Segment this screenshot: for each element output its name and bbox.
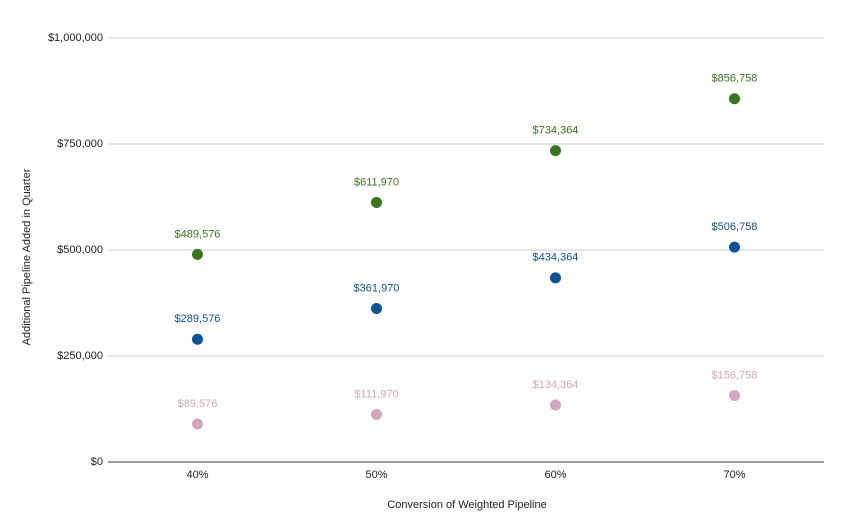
x-tick-label: 50% xyxy=(365,469,387,481)
data-point xyxy=(371,409,382,421)
data-point xyxy=(550,399,561,411)
data-label: $361,970 xyxy=(354,282,400,294)
y-tick-label: $1,000,000 xyxy=(48,32,103,44)
data-point xyxy=(550,145,561,157)
data-label: $611,970 xyxy=(354,176,399,188)
y-tick-label: $750,000 xyxy=(57,138,103,150)
data-label: $489,576 xyxy=(175,228,221,240)
y-axis-title: Additional Pipeline Added in Quarter xyxy=(21,168,33,345)
data-label: $734,364 xyxy=(533,125,579,137)
y-tick-label: $250,000 xyxy=(57,350,103,362)
data-label: $134,364 xyxy=(533,379,579,391)
data-label: $434,364 xyxy=(533,252,579,264)
data-label: $89,576 xyxy=(178,398,218,410)
data-point xyxy=(192,333,203,345)
data-point xyxy=(729,241,740,253)
data-label: $289,576 xyxy=(175,313,221,325)
data-label: $156,758 xyxy=(712,369,758,381)
x-tick-label: 40% xyxy=(186,469,208,481)
data-point xyxy=(729,390,740,402)
x-tick-label: 60% xyxy=(544,469,566,481)
data-point xyxy=(371,197,382,209)
data-label: $856,758 xyxy=(712,73,758,85)
x-axis-title: Conversion of Weighted Pipeline xyxy=(387,499,546,511)
x-tick-label: 70% xyxy=(723,469,745,481)
y-tick-label: $0 xyxy=(91,456,103,468)
y-tick-label: $500,000 xyxy=(57,244,103,256)
data-label: $111,970 xyxy=(354,388,398,400)
data-point xyxy=(192,418,203,430)
data-point xyxy=(550,272,561,284)
data-point xyxy=(729,93,740,105)
data-point xyxy=(192,248,203,260)
data-point xyxy=(371,303,382,315)
data-label: $506,758 xyxy=(712,221,758,233)
